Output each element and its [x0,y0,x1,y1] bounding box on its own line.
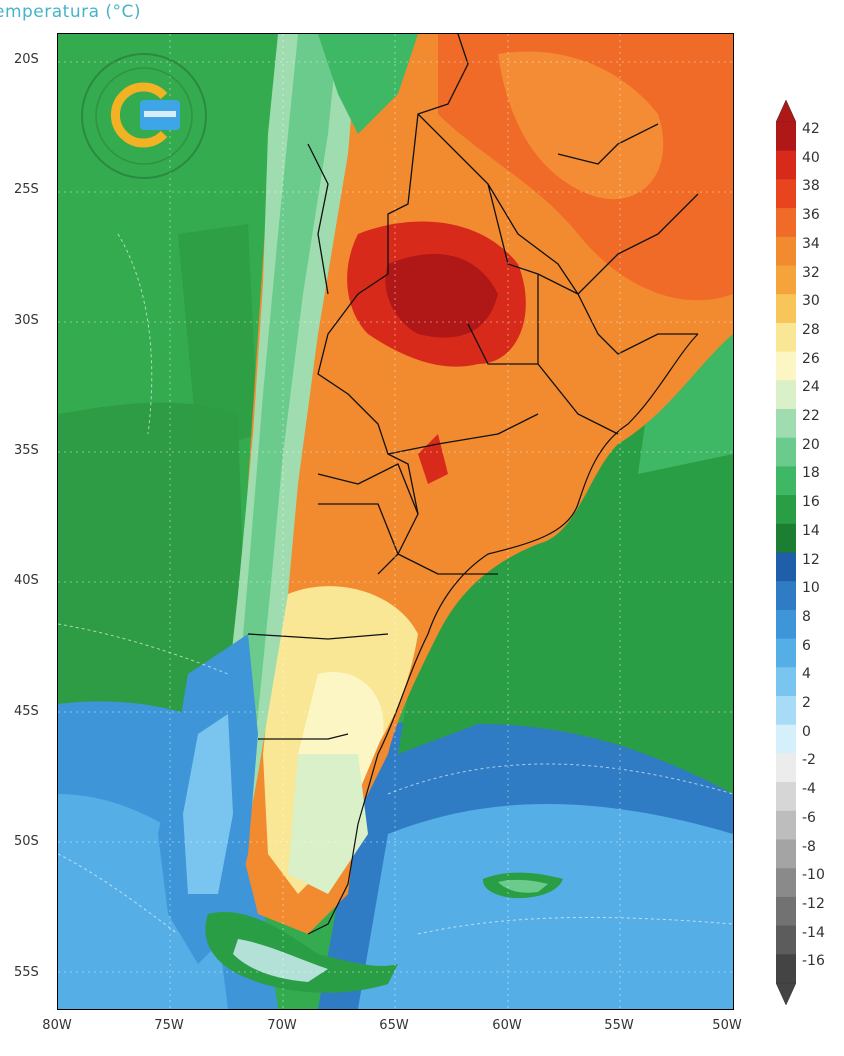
smn-logo [76,48,212,184]
colorbar-swatch [776,122,796,152]
colorbar-swatch [776,265,796,295]
colorbar-swatch [776,954,796,984]
colorbar-swatch [776,552,796,582]
colorbar-tick-label: -16 [802,953,825,970]
colorbar-tick-label: -4 [802,781,816,798]
colorbar-tick-label: 6 [802,637,811,654]
colorbar-tick-label: 28 [802,321,820,338]
colorbar-swatch [776,868,796,898]
colorbar-tick-label: -10 [802,867,825,884]
colorbar-tick-label: 38 [802,178,820,195]
colorbar-swatch [776,294,796,324]
colorbar-swatch [776,810,796,840]
lat-label-50s: 50S [14,834,39,849]
colorbar-tick-label: -6 [802,809,816,826]
colorbar-tick-label: 34 [802,235,820,252]
lat-label-45s: 45S [14,704,39,719]
colorbar-swatch [776,466,796,496]
lon-label-50w: 50W [712,1018,742,1033]
colorbar-tick-label: -2 [802,752,816,769]
colorbar-tick-label: -8 [802,838,816,855]
lat-label-35s: 35S [14,443,39,458]
colorbar-tick-label: 20 [802,436,820,453]
colorbar-swatch [776,351,796,381]
colorbar-tick-label: 2 [802,695,811,711]
colorbar-swatch [776,696,796,726]
colorbar-swatch [776,236,796,266]
colorbar-tick-label: 42 [802,121,820,137]
lat-label-30s: 30S [14,313,39,328]
colorbar-swatch [776,782,796,812]
colorbar-tick-label: 24 [802,379,820,396]
colorbar-top-arrow [775,99,797,123]
colorbar-tick-label: 16 [802,494,820,511]
lon-label-60w: 60W [492,1018,522,1033]
lat-label-20s: 20S [14,52,39,67]
colorbar-tick-label: 40 [802,149,820,166]
colorbar-swatch [776,495,796,525]
colorbar-swatch [776,179,796,209]
colorbar-swatch [776,523,796,553]
colorbar-tick-label: 26 [802,350,820,367]
colorbar-swatch [776,150,796,180]
lon-label-80w: 80W [42,1018,72,1033]
colorbar-tick-label: -12 [802,895,825,912]
lon-label-75w: 75W [154,1018,184,1033]
lat-label-55s: 55S [14,965,39,980]
colorbar-tick-label: 22 [802,408,820,424]
colorbar-swatch [776,409,796,439]
lon-label-65w: 65W [379,1018,409,1033]
colorbar-tick-label: 18 [802,465,820,482]
colorbar-swatch [776,437,796,467]
colorbar-swatch [776,724,796,754]
colorbar-tick-label: 4 [802,666,811,683]
colorbar-tick-label: 14 [802,522,820,539]
colorbar-tick-label: 0 [802,723,811,740]
lon-label-55w: 55W [604,1018,634,1033]
colorbar-swatch [776,667,796,697]
lon-label-70w: 70W [267,1018,297,1033]
colorbar-swatch [776,638,796,668]
colorbar-swatch [776,380,796,410]
colorbar-tick-label: 8 [802,608,811,625]
colorbar-swatch [776,896,796,927]
map-title: emperatura (°C) [0,2,142,22]
lat-label-40s: 40S [14,573,39,588]
lat-label-25s: 25S [14,182,39,197]
colorbar-swatch [776,925,796,955]
temperature-colorbar [775,99,797,1009]
colorbar-tick-label: 36 [802,207,820,224]
colorbar-tick-label: -14 [802,924,825,941]
colorbar-swatch [776,753,796,783]
colorbar-swatch [776,581,796,611]
colorbar-swatch [776,839,796,869]
colorbar-swatch [776,609,796,640]
colorbar-tick-label: 30 [802,293,820,310]
map-canvas [58,34,733,1009]
colorbar-tick-label: 10 [802,580,820,597]
colorbar-swatch [776,208,796,238]
colorbar-bottom-arrow [775,982,797,1006]
colorbar-swatch [776,322,796,353]
temperature-map [57,33,734,1010]
colorbar-tick-label: 32 [802,264,820,281]
colorbar-tick-label: 12 [802,551,820,568]
